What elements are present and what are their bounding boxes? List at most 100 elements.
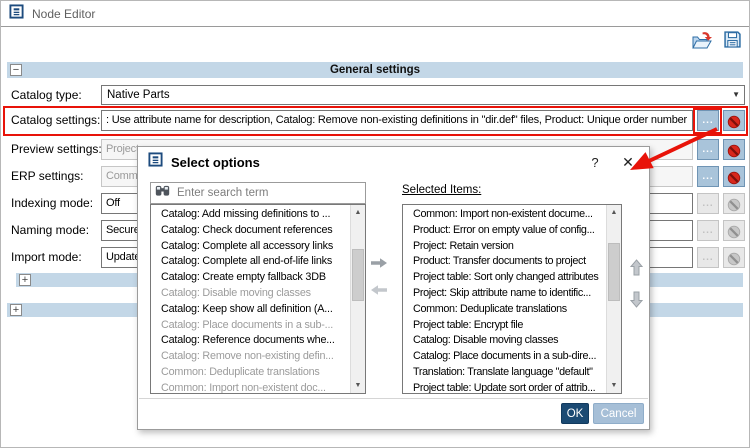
window-icon (9, 3, 24, 24)
list-item[interactable]: Catalog: Disable moving classes (413, 334, 559, 347)
remove-from-selected-button[interactable] (370, 284, 388, 299)
field-label: Preview settings: (11, 142, 102, 156)
list-item[interactable]: Common: Import non-existent doc... (161, 381, 326, 393)
erp-settings-browse-button[interactable]: ... (697, 166, 719, 187)
selected-items-listbox: Common: Import non-existent docume... Pro… (402, 204, 622, 394)
list-item[interactable]: Translation: Translate language "default… (413, 365, 593, 378)
list-item[interactable]: Catalog: Remove non-existing defin... (161, 350, 334, 363)
preview-settings-block-button[interactable] (723, 139, 745, 160)
naming-mode-block-button (723, 220, 745, 241)
block-icon (724, 171, 744, 185)
chevron-down-icon: ▼ (732, 90, 740, 99)
field-label: Catalog type: (11, 88, 82, 102)
catalog-settings-browse-button[interactable]: ... (697, 110, 719, 131)
block-icon (724, 115, 744, 129)
import-mode-browse-button: ... (697, 247, 719, 268)
import-mode-block-button (723, 247, 745, 268)
search-box (150, 182, 366, 204)
erp-settings-block-button[interactable] (723, 166, 745, 187)
list-item[interactable]: Project: Retain version (413, 239, 514, 252)
cancel-button[interactable]: Cancel (593, 403, 644, 424)
catalog-settings-input[interactable]: : Use attribute name for description, Ca… (101, 110, 693, 131)
list-item[interactable]: Product: Transfer documents to project (413, 255, 586, 268)
scroll-down-icon[interactable]: ▼ (351, 378, 365, 393)
save-button[interactable] (721, 31, 743, 51)
divider (139, 398, 648, 399)
list-item[interactable]: Catalog: Disable moving classes (161, 286, 311, 299)
move-item-up-button[interactable] (629, 259, 644, 279)
dialog-icon (148, 152, 163, 172)
window-title: Node Editor (32, 6, 96, 21)
list-item[interactable]: Catalog: Place documents in a sub-dire..… (413, 350, 597, 363)
field-label: Catalog settings: (11, 113, 101, 127)
field-label: Import mode: (11, 250, 82, 264)
available-options-list[interactable]: Catalog: Add missing definitions to ... C… (151, 205, 350, 393)
list-item[interactable]: Catalog: Reference documents whe... (161, 334, 335, 347)
scrollbar-thumb[interactable] (352, 249, 364, 301)
move-item-down-button[interactable] (629, 291, 644, 311)
list-item[interactable]: Project table: Sort only changed attribu… (413, 271, 599, 284)
field-label: Indexing mode: (11, 196, 94, 210)
open-file-icon (691, 32, 713, 53)
list-item[interactable]: Common: Deduplicate translations (161, 365, 320, 378)
collapse-button[interactable]: − (10, 64, 22, 76)
list-item[interactable]: Catalog: Add missing definitions to ... (161, 208, 331, 220)
move-left-icon (370, 284, 388, 299)
list-item[interactable]: Project table: Update sort order of attr… (413, 381, 596, 393)
move-right-icon (370, 257, 388, 272)
close-icon[interactable]: ✕ (618, 152, 638, 172)
ok-button[interactable]: OK (561, 403, 589, 424)
dialog-titlebar: Select options (138, 147, 649, 177)
search-input[interactable] (175, 186, 365, 200)
list-item[interactable]: Common: Deduplicate translations (413, 302, 567, 315)
catalog-type-select[interactable]: Native Parts ▼ (101, 85, 745, 105)
list-item[interactable]: Common: Import non-existent docume... (413, 208, 593, 220)
selected-items-header: Selected Items: (402, 184, 482, 196)
section-title: General settings (329, 64, 421, 76)
open-file-button[interactable] (691, 31, 713, 51)
save-icon (723, 31, 741, 51)
scroll-up-icon[interactable]: ▲ (607, 205, 621, 220)
selected-items-list[interactable]: Common: Import non-existent docume... Pro… (403, 205, 606, 393)
block-icon (724, 144, 744, 158)
scroll-down-icon[interactable]: ▼ (607, 378, 621, 393)
help-button[interactable]: ? (586, 153, 604, 171)
field-label: Naming mode: (11, 223, 90, 237)
list-item[interactable]: Catalog: Complete all accessory links (161, 239, 334, 252)
scrollbar[interactable]: ▲ ▼ (350, 205, 365, 393)
scrollbar[interactable]: ▲ ▼ (606, 205, 621, 393)
indexing-mode-block-button (723, 193, 745, 214)
block-icon-disabled (724, 225, 744, 239)
add-to-selected-button[interactable] (370, 257, 388, 272)
dialog-title: Select options (171, 154, 260, 170)
general-settings-header: − General settings (7, 62, 743, 78)
list-item[interactable]: Catalog: Create empty fallback 3DB (161, 271, 326, 284)
block-icon-disabled (724, 198, 744, 212)
list-item[interactable]: Project table: Encrypt file (413, 318, 523, 331)
catalog-settings-block-button[interactable] (723, 110, 745, 131)
scrollbar-thumb[interactable] (608, 243, 620, 301)
list-item[interactable]: Catalog: Complete all end-of-life links (161, 255, 333, 268)
naming-mode-browse-button: ... (697, 220, 719, 241)
list-item[interactable]: Catalog: Place documents in a sub-... (161, 318, 334, 331)
field-label: ERP settings: (11, 169, 84, 183)
scroll-up-icon[interactable]: ▲ (351, 205, 365, 220)
binoculars-search-icon (155, 184, 170, 202)
list-item[interactable]: Project: Skip attribute name to identifi… (413, 286, 591, 299)
block-icon-disabled (724, 252, 744, 266)
list-item[interactable]: Catalog: Keep show all definition (A... (161, 302, 333, 315)
indexing-mode-browse-button: ... (697, 193, 719, 214)
window-titlebar: Node Editor (1, 1, 749, 27)
preview-settings-browse-button[interactable]: ... (697, 139, 719, 160)
move-down-icon (629, 291, 644, 311)
expand-button[interactable]: + (19, 274, 31, 286)
catalog-type-row: Catalog type: Native Parts ▼ (1, 85, 749, 107)
list-item[interactable]: Product: Error on empty value of config.… (413, 223, 595, 236)
catalog-type-value: Native Parts (107, 89, 170, 101)
list-item[interactable]: Catalog: Check document references (161, 223, 333, 236)
catalog-settings-row: Catalog settings: : Use attribute name f… (1, 110, 749, 132)
available-options-listbox: Catalog: Add missing definitions to ... C… (150, 204, 366, 394)
expand-button[interactable]: + (10, 304, 22, 316)
move-up-icon (629, 259, 644, 279)
